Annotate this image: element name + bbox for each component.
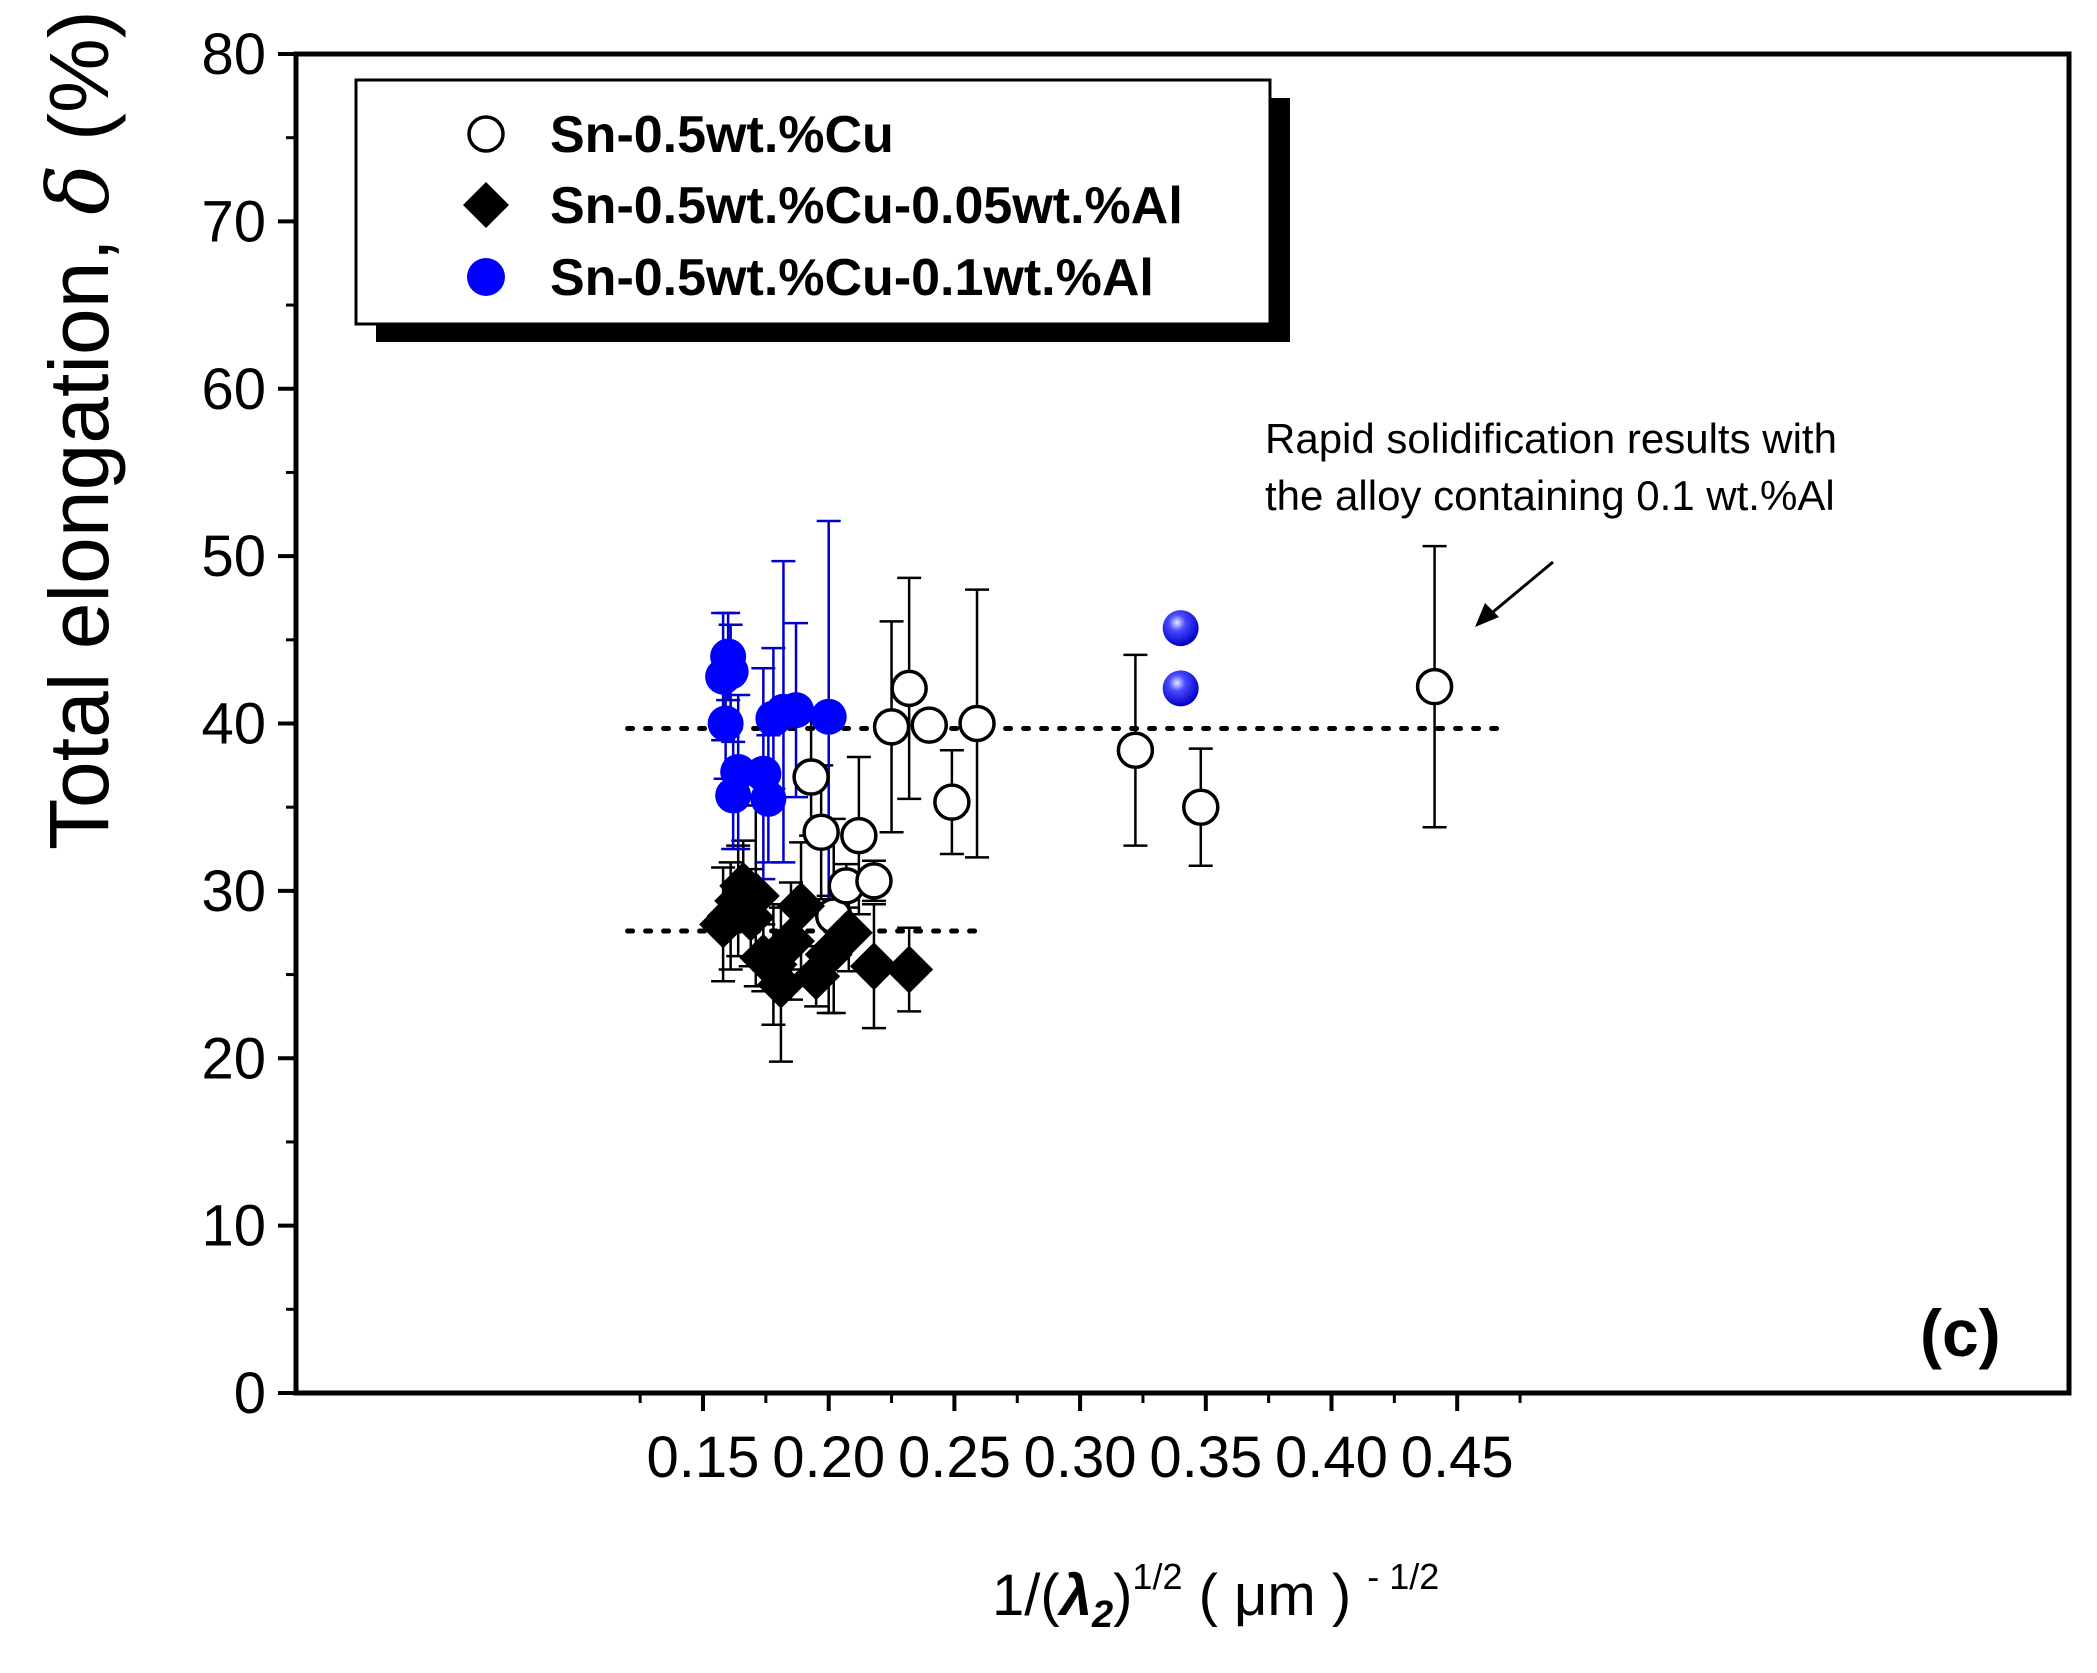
annotation-line-2: the alloy containing 0.1 wt.%Al [1265, 472, 1835, 519]
y-axis-label-unit: (%) [32, 10, 126, 164]
annotation-arrow-head [1475, 603, 1499, 627]
open-circle-point [910, 706, 949, 744]
legend-label-sn-cu: Sn-0.5wt.%Cu [550, 106, 894, 164]
y-tick-label: 50 [201, 524, 266, 589]
legend-marker-open-circle [467, 115, 505, 153]
open-circle-point [1182, 788, 1220, 826]
annotation-line-1: Rapid solidification results with [1265, 415, 1837, 462]
x-axis-label-unit: ( μm ) [1182, 1563, 1367, 1628]
x-tick-label: 0.15 [647, 1425, 760, 1490]
y-tick-label: 20 [201, 1026, 266, 1091]
legend-marker-blue-circle [467, 258, 505, 296]
diamond-point [777, 881, 826, 930]
open-circle-point [872, 708, 911, 746]
x-tick-label: 0.35 [1149, 1425, 1262, 1490]
legend-box [354, 78, 1272, 326]
diamond-point [766, 917, 815, 966]
y-tick-label: 80 [201, 22, 266, 87]
diamond-point [756, 960, 805, 1009]
y-tick-label: 0 [234, 1361, 266, 1426]
legend-label-sn-cu-005al: Sn-0.5wt.%Cu-0.05wt.%Al [550, 177, 1183, 235]
x-tick-label: 0.45 [1401, 1425, 1514, 1490]
rapid-solidification-point [1162, 610, 1199, 647]
open-circle-point [855, 862, 893, 900]
blue-circle-point [778, 692, 815, 729]
x-axis-label-close: ) [1113, 1563, 1132, 1628]
legend: Sn-0.5wt.%Cu Sn-0.5wt.%Cu-0.05wt.%Al Sn-… [354, 78, 1290, 342]
rapid-solidification-annotation: Rapid solidification results with the al… [1265, 415, 1837, 627]
open-circle-point [890, 669, 928, 708]
panel-label: (c) [1920, 1296, 2001, 1370]
rapid-solidification-point [1162, 670, 1199, 707]
diamond-point [849, 942, 898, 991]
legend-label-sn-cu-01al: Sn-0.5wt.%Cu-0.1wt.%Al [550, 249, 1154, 307]
y-axis-label: Total elongation, δ (%) [30, 10, 128, 850]
blue-circle-point [712, 653, 749, 690]
y-tick-label: 30 [201, 859, 266, 924]
x-tick-label: 0.20 [772, 1425, 885, 1490]
diamond-point [731, 871, 780, 920]
x-axis-label-subscript: 2 [1091, 1594, 1113, 1636]
open-circle-point [792, 758, 830, 796]
open-circle-point [802, 813, 840, 852]
open-circle-point [933, 783, 971, 821]
diamond-point [885, 945, 934, 994]
y-axis-label-symbol: δ [30, 164, 128, 215]
annotation-arrow-shaft [1486, 560, 1554, 619]
x-tick-label: 0.40 [1275, 1425, 1388, 1490]
x-axis-label-exp: 1/2 [1132, 1556, 1182, 1597]
x-axis-label-symbol: λ [1057, 1563, 1092, 1628]
open-circle-point [1415, 667, 1454, 706]
y-tick-label: 10 [201, 1194, 266, 1259]
x-axis-label-unit-exp: - 1/2 [1367, 1556, 1439, 1597]
x-axis-label-prefix: 1/( [992, 1563, 1060, 1628]
open-circle-point [958, 704, 996, 743]
diamond-point [824, 908, 873, 957]
y-tick-label: 60 [201, 357, 266, 422]
x-axis-label: 1/(λ2)1/2 ( μm ) - 1/2 [992, 1556, 1439, 1636]
blue-circle-point [750, 780, 787, 817]
x-tick-label: 0.30 [1024, 1425, 1137, 1490]
open-circle-point [1116, 731, 1155, 770]
x-tick-label: 0.25 [898, 1425, 1011, 1490]
y-tick-label: 40 [201, 692, 266, 757]
legend-marker-diamond [463, 182, 509, 228]
open-circle-point [840, 816, 878, 855]
blue-circle-point [707, 705, 744, 742]
y-tick-label: 70 [201, 189, 266, 254]
data-markers [699, 610, 1454, 1009]
y-axis-label-text: Total elongation, [32, 215, 126, 850]
blue-circle-point [810, 698, 847, 735]
